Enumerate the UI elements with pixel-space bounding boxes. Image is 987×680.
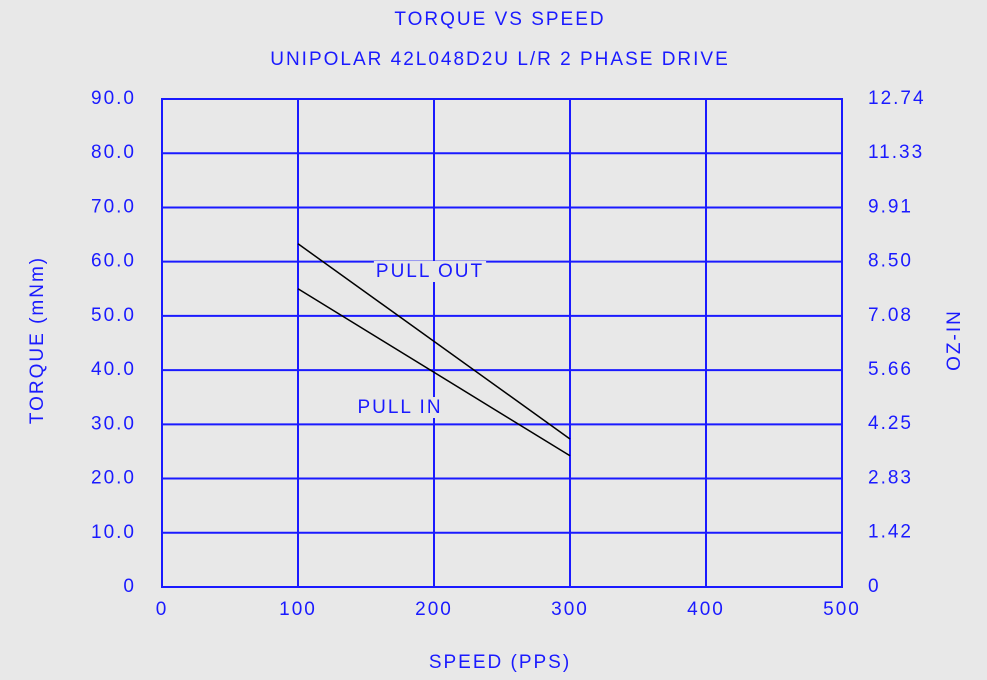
y2-tick-label: 0 [868,576,881,597]
y2-axis-label: OZ-IN [944,309,965,371]
series-line [297,243,571,440]
x-tick-label: 400 [687,599,725,620]
label-background [355,397,445,419]
y-tick-label: 90.0 [91,88,136,109]
y-tick-label: 70.0 [91,196,136,217]
series-label: PULL OUT [376,261,484,282]
y-tick-label: 60.0 [91,251,136,272]
y2-tick-label: 8.50 [868,250,913,271]
y-axis-label: TORQUE (mNm) [27,256,48,424]
y2-tick-label: 9.91 [868,196,913,217]
x-tick-label: 500 [823,599,861,620]
y-tick-label: 20.0 [91,468,136,489]
series-label: PULL IN [357,397,442,418]
y-tick-label: 40.0 [91,359,136,380]
chart-subtitle: UNIPOLAR 42L048D2U L/R 2 PHASE DRIVE [270,49,730,70]
y2-tick-label: 5.66 [868,359,913,380]
x-tick-label: 200 [415,599,453,620]
plot-frame [161,98,843,588]
x-tick-label: 300 [551,599,589,620]
y2-tick-label: 12.74 [868,88,926,109]
y2-tick-label: 11.33 [868,142,924,163]
chart-title: TORQUE VS SPEED [394,9,605,30]
x-axis-label: SPEED (PPS) [429,652,571,673]
y2-tick-label: 2.83 [868,468,913,489]
y2-tick-label: 7.08 [868,305,913,326]
y-tick-label: 30.0 [91,413,136,434]
y2-tick-label: 4.25 [868,413,913,434]
y-tick-label: 80.0 [91,142,136,163]
label-background [373,261,487,283]
y-tick-label: 0 [123,576,136,597]
y2-tick-label: 1.42 [868,522,913,543]
x-tick-label: 100 [279,599,317,620]
x-tick-label: 0 [156,599,169,620]
y-tick-label: 10.0 [91,522,136,543]
series-line [297,288,571,457]
y-tick-label: 50.0 [91,305,136,326]
